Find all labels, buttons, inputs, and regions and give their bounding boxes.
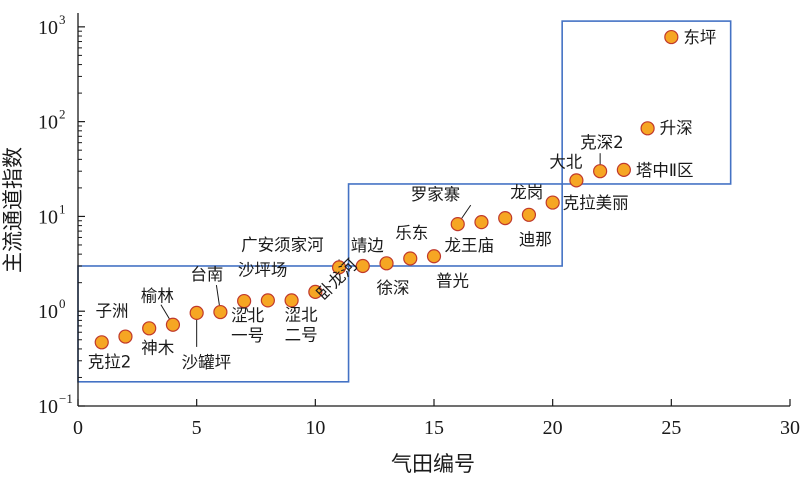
y-tick-exponent: 3: [59, 12, 66, 27]
data-point: [379, 256, 394, 271]
data-point: [355, 258, 370, 274]
point-label: 克深2: [580, 133, 624, 152]
point-label: 台南: [190, 265, 223, 284]
y-tick-exponent: 1: [59, 201, 66, 216]
point-label: 罗家寨: [411, 185, 461, 204]
point-label: 龙王庙: [444, 236, 494, 255]
data-point: [165, 317, 181, 332]
point-label: 龙岗: [510, 183, 543, 202]
data-point: [189, 305, 204, 320]
data-point: [213, 304, 228, 320]
point-label: 克拉2: [88, 352, 132, 371]
group-box-2: [347, 183, 563, 267]
y-tick-label: 10: [38, 112, 58, 134]
point-label: 沙罐坪: [182, 353, 232, 372]
data-point: [593, 164, 608, 179]
point-label: 塔中Ⅱ区: [636, 161, 694, 180]
data-point: [545, 195, 560, 210]
data-point: [237, 293, 252, 309]
point-label: 克拉美丽: [563, 194, 629, 213]
point-label: 涩北二号: [285, 305, 319, 344]
data-points: [94, 29, 679, 350]
point-label: 徐深: [377, 278, 410, 297]
data-point: [118, 329, 133, 344]
y-tick-exponent: −1: [59, 391, 73, 406]
x-tick-label: 10: [305, 417, 325, 439]
y-tick-label: 10: [38, 17, 58, 39]
point-label: 乐东: [395, 223, 428, 242]
point-label: 普光: [436, 271, 469, 290]
point-label: 大北: [549, 152, 583, 171]
y-tick-label: 10: [38, 396, 58, 418]
x-tick-label: 25: [661, 417, 681, 439]
data-point: [284, 293, 299, 308]
data-point: [664, 29, 679, 45]
x-tick-label: 20: [543, 417, 563, 439]
y-tick-label: 10: [38, 301, 58, 323]
point-label: 榆林: [141, 287, 175, 306]
y-tick-exponent: 0: [59, 296, 66, 311]
point-label: 迪那: [519, 230, 552, 249]
data-point: [569, 173, 584, 188]
x-axis-label: 气田编号: [391, 452, 475, 476]
point-label: 沙坪场: [238, 260, 288, 279]
y-axis-label: 主流通道指数: [1, 147, 25, 273]
data-point: [640, 121, 655, 136]
group-box-3: [561, 20, 732, 185]
x-tick-label: 0: [73, 417, 83, 439]
x-tick-label: 15: [424, 417, 444, 439]
data-point: [616, 162, 631, 177]
data-point: [331, 260, 347, 275]
data-point: [260, 293, 275, 308]
data-point: [142, 321, 157, 336]
data-point: [426, 249, 442, 264]
data-point: [450, 216, 465, 232]
data-point: [94, 335, 109, 350]
data-point: [403, 251, 418, 266]
point-label: 子洲: [95, 302, 128, 321]
x-tick-label: 5: [192, 417, 202, 439]
data-point: [498, 211, 513, 226]
point-label: 东坪: [683, 28, 716, 47]
data-point: [308, 284, 323, 299]
point-label: 神木: [141, 338, 174, 357]
point-label: 靖边: [351, 236, 385, 255]
point-label: 涩北一号: [231, 306, 265, 345]
data-point: [474, 215, 489, 230]
data-point: [521, 207, 537, 222]
point-label: 广安须家河: [241, 235, 323, 254]
x-tick-label: 30: [780, 417, 800, 439]
y-tick-label: 10: [38, 206, 58, 228]
point-label: 升深: [660, 118, 693, 137]
y-tick-exponent: 2: [59, 107, 66, 122]
